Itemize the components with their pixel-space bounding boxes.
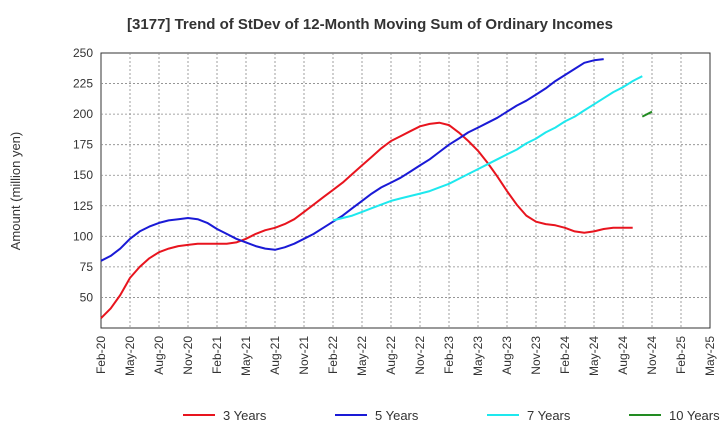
x-tick-label: Nov-24 [645,336,659,375]
x-tick-label: Feb-20 [94,336,108,374]
x-tick-label: Feb-22 [326,336,340,374]
chart-title: [3177] Trend of StDev of 12-Month Moving… [127,16,613,33]
plot-area [100,52,711,329]
y-tick-label: 150 [73,168,93,182]
x-tick-label: Aug-23 [500,336,514,375]
legend-label: 3 Years [223,408,267,423]
series-line-5-years [100,58,604,262]
legend: 3 Years 5 Years 7 Years 10 Years [183,408,720,423]
x-tick-label: Nov-22 [413,336,427,375]
legend-label: 5 Years [375,408,419,423]
x-tick-label: May-22 [355,336,369,376]
y-tick-label: 100 [73,229,93,243]
x-tick-label: Feb-25 [674,336,688,374]
legend-label: 7 Years [527,408,571,423]
x-axis-ticks: Feb-20 May-20 Aug-20 Nov-20 Feb-21 May-21 Aug-… [94,336,717,376]
x-tick-label: Aug-24 [616,336,630,375]
x-tick-label: May-23 [471,336,485,376]
x-tick-label: May-24 [587,336,601,376]
x-tick-label: Nov-20 [181,336,195,375]
y-tick-label: 175 [73,138,93,152]
y-tick-label: 200 [73,107,93,121]
x-tick-label: May-20 [123,336,137,376]
x-tick-label: Aug-21 [268,336,282,375]
x-tick-label: May-21 [239,336,253,376]
x-tick-label: Nov-23 [529,336,543,375]
y-tick-label: 250 [73,46,93,60]
x-tick-label: Feb-23 [442,336,456,374]
series-line-7-years [332,75,643,222]
x-tick-label: Aug-22 [384,336,398,375]
y-axis-label: Amount (million yen) [8,132,23,251]
y-tick-label: 125 [73,199,93,213]
y-tick-label: 225 [73,77,93,91]
x-tick-label: May-25 [703,336,717,376]
y-tick-label: 75 [80,260,94,274]
x-tick-label: Aug-20 [152,336,166,375]
x-tick-label: Feb-21 [210,336,224,374]
x-tick-label: Feb-24 [558,336,572,374]
legend-label: 10 Years [669,408,720,423]
series-line-10-years [641,110,653,118]
x-tick-label: Nov-21 [297,336,311,375]
y-tick-label: 50 [80,290,94,304]
y-axis-ticks: 50 75 100 125 150 175 200 225 250 [73,46,93,304]
series-line-3-years [100,121,633,319]
series-group [100,58,653,319]
